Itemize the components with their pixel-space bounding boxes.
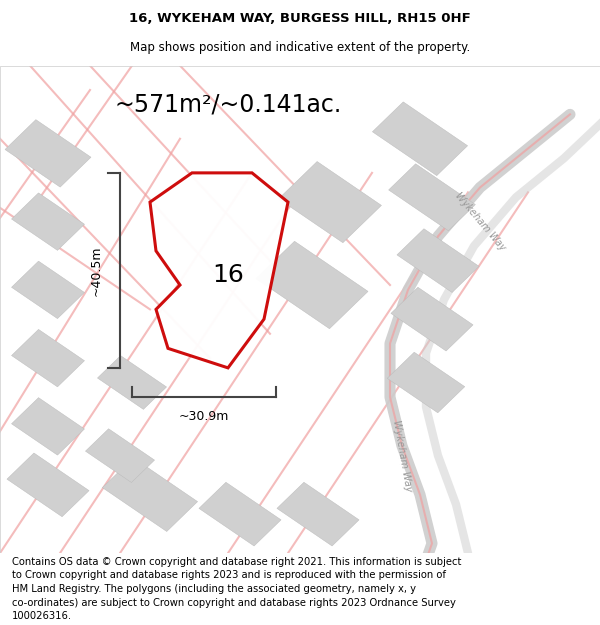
Polygon shape xyxy=(11,398,85,455)
Text: 16: 16 xyxy=(212,263,244,288)
Polygon shape xyxy=(256,241,368,329)
Polygon shape xyxy=(397,229,479,292)
Text: ~30.9m: ~30.9m xyxy=(179,410,229,423)
Text: ~40.5m: ~40.5m xyxy=(89,245,103,296)
Polygon shape xyxy=(373,102,467,176)
Polygon shape xyxy=(7,453,89,517)
Polygon shape xyxy=(11,193,85,251)
Text: 100026316.: 100026316. xyxy=(12,611,72,621)
Polygon shape xyxy=(199,482,281,546)
Text: ~571m²/~0.141ac.: ~571m²/~0.141ac. xyxy=(115,92,341,117)
Text: Map shows position and indicative extent of the property.: Map shows position and indicative extent… xyxy=(130,41,470,54)
Polygon shape xyxy=(387,352,465,412)
Text: Wykeham Way: Wykeham Way xyxy=(391,419,413,492)
Polygon shape xyxy=(103,458,197,531)
Text: HM Land Registry. The polygons (including the associated geometry, namely x, y: HM Land Registry. The polygons (includin… xyxy=(12,584,416,594)
Text: to Crown copyright and database rights 2023 and is reproduced with the permissio: to Crown copyright and database rights 2… xyxy=(12,571,446,581)
Polygon shape xyxy=(11,261,85,319)
Text: Wykeham Way: Wykeham Way xyxy=(453,191,507,253)
Polygon shape xyxy=(5,119,91,187)
Polygon shape xyxy=(150,173,288,368)
Text: 16, WYKEHAM WAY, BURGESS HILL, RH15 0HF: 16, WYKEHAM WAY, BURGESS HILL, RH15 0HF xyxy=(129,12,471,25)
Polygon shape xyxy=(389,164,475,231)
Polygon shape xyxy=(278,161,382,242)
Polygon shape xyxy=(391,288,473,351)
Text: Contains OS data © Crown copyright and database right 2021. This information is : Contains OS data © Crown copyright and d… xyxy=(12,557,461,567)
Polygon shape xyxy=(97,356,167,409)
Text: co-ordinates) are subject to Crown copyright and database rights 2023 Ordnance S: co-ordinates) are subject to Crown copyr… xyxy=(12,598,456,608)
Polygon shape xyxy=(85,429,155,483)
Polygon shape xyxy=(277,482,359,546)
Polygon shape xyxy=(11,329,85,387)
